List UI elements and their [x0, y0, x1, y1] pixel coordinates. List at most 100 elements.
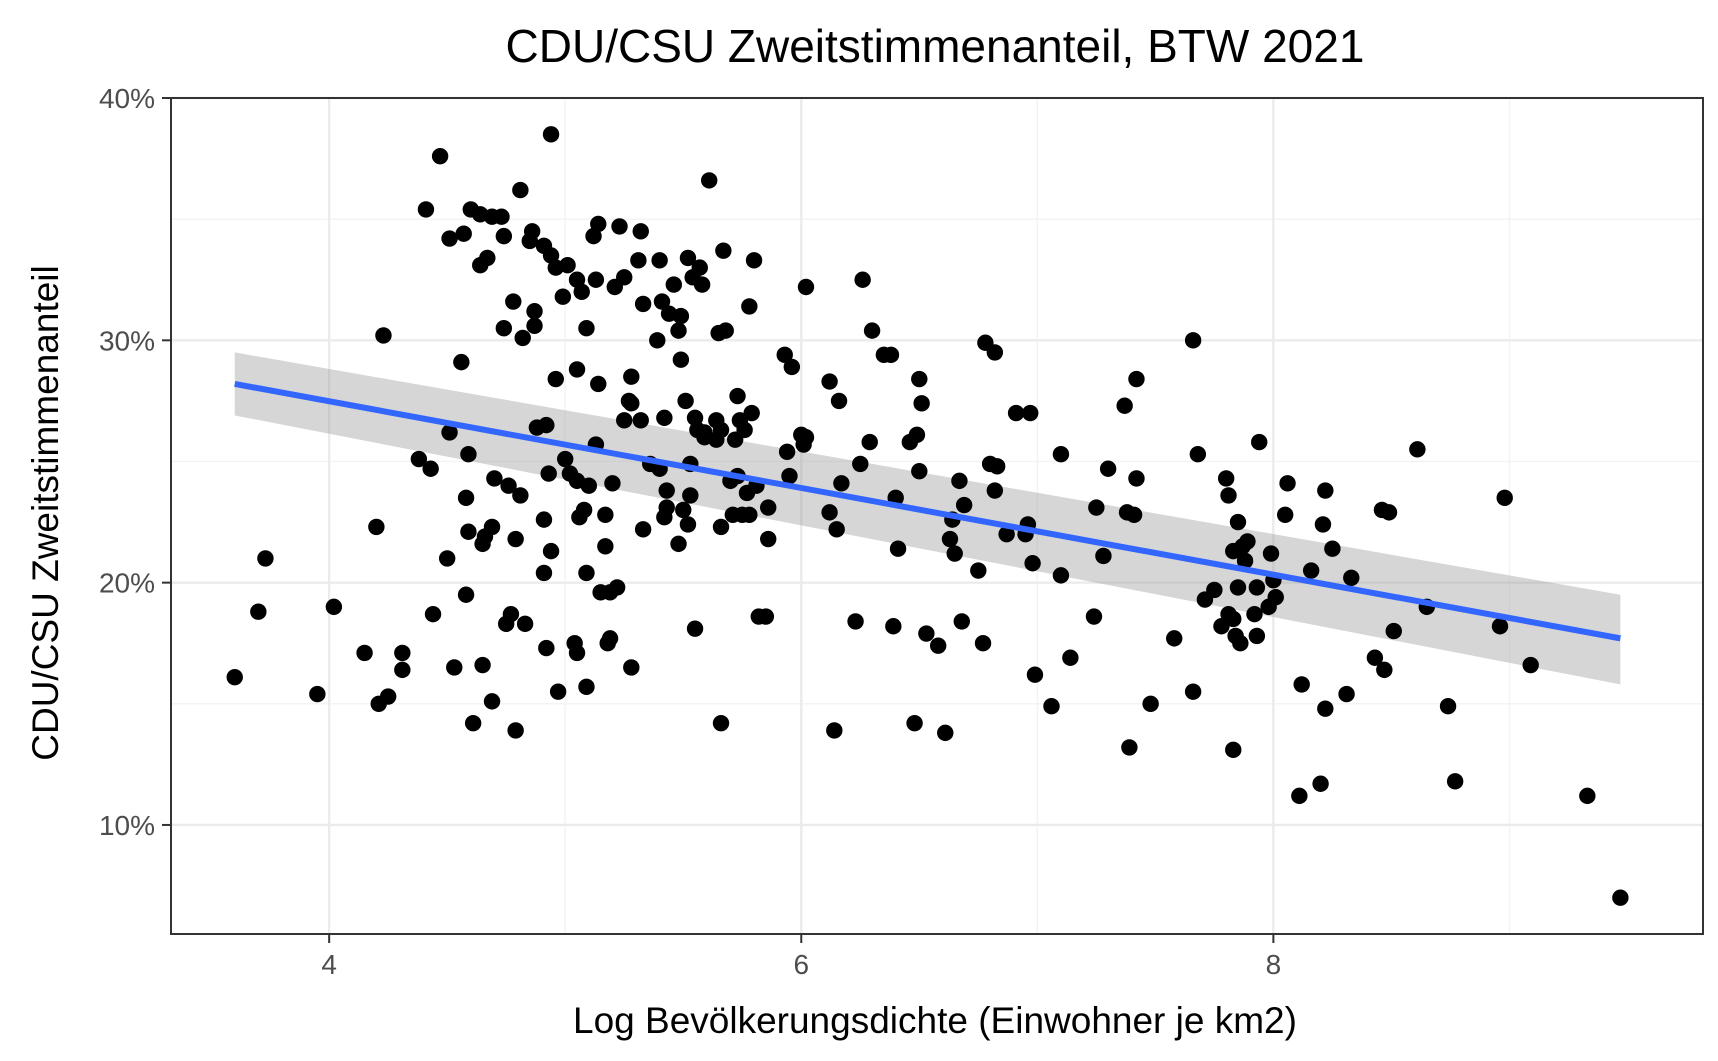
data-point-13	[417, 201, 435, 218]
data-point-25	[460, 523, 477, 540]
data-point-263	[1276, 506, 1294, 523]
data-point-83	[578, 678, 595, 696]
data-point-147	[715, 242, 732, 259]
data-point-50	[514, 329, 531, 347]
data-point-193	[908, 426, 926, 444]
data-point-199	[937, 724, 954, 742]
data-point-28	[464, 714, 482, 732]
data-point-3	[309, 685, 326, 703]
data-point-12	[410, 450, 428, 468]
data-point-169	[781, 467, 798, 485]
data-point-79	[573, 283, 590, 301]
data-point-82	[578, 320, 595, 337]
data-point-236	[1184, 332, 1202, 349]
data-point-34	[479, 249, 496, 267]
data-point-160	[743, 404, 760, 422]
y-axis-title: CDU/CSU Zweitstimmenanteil	[25, 265, 66, 761]
data-point-211	[986, 344, 1004, 361]
data-point-178	[828, 521, 845, 538]
data-point-214	[1007, 404, 1025, 422]
data-point-242	[1217, 470, 1235, 487]
data-point-195	[911, 462, 928, 480]
data-point-258	[1251, 433, 1268, 451]
data-point-26	[460, 446, 477, 463]
data-point-235	[1166, 630, 1183, 647]
data-point-125	[672, 307, 690, 325]
data-point-266	[1293, 676, 1310, 693]
data-point-59	[535, 564, 553, 582]
data-point-46	[507, 530, 524, 548]
data-point-283	[1446, 773, 1464, 790]
data-point-36	[483, 693, 501, 710]
data-point-118	[658, 482, 675, 499]
data-point-80	[575, 501, 593, 519]
data-point-207	[974, 635, 992, 652]
data-point-176	[821, 373, 838, 390]
data-point-181	[847, 613, 864, 630]
data-point-45	[505, 293, 522, 310]
data-point-23	[457, 586, 475, 603]
data-point-230	[1121, 739, 1138, 756]
data-point-243	[1220, 487, 1237, 504]
data-point-88	[590, 375, 607, 393]
data-point-68	[549, 683, 567, 700]
x-tick-label-1: 6	[793, 949, 809, 980]
data-point-174	[797, 278, 815, 296]
data-point-194	[911, 370, 928, 388]
y-tick-label-3: 40%	[99, 83, 155, 114]
x-tick-label-2: 8	[1266, 949, 1282, 980]
data-point-11	[394, 644, 411, 662]
y-axis: 10% 20% 30% 40%	[99, 83, 171, 841]
chart-title: CDU/CSU Zweitstimmenanteil, BTW 2021	[506, 20, 1365, 72]
data-point-107	[632, 223, 649, 240]
data-point-41	[495, 320, 513, 337]
data-point-197	[918, 625, 935, 642]
data-point-101	[616, 269, 633, 286]
data-point-241	[1213, 618, 1230, 635]
data-point-225	[1088, 499, 1105, 516]
data-point-183	[854, 271, 871, 288]
data-point-220	[1043, 698, 1060, 715]
data-point-134	[686, 620, 704, 637]
grid-lines	[171, 96, 1703, 934]
data-point-254	[1239, 533, 1256, 550]
y-tick-label-0: 10%	[99, 810, 155, 841]
panel-border	[170, 97, 1704, 935]
data-point-168	[778, 443, 796, 460]
data-point-251	[1232, 635, 1249, 652]
data-point-231	[1125, 506, 1143, 523]
data-point-280	[1409, 441, 1426, 458]
data-point-6	[368, 518, 385, 536]
data-point-16	[431, 147, 449, 165]
data-point-213	[998, 525, 1015, 543]
data-point-238	[1189, 446, 1207, 463]
data-point-20	[446, 659, 463, 676]
data-point-271	[1317, 482, 1334, 499]
data-point-250	[1229, 579, 1247, 596]
data-point-8	[375, 327, 392, 344]
data-point-100	[616, 412, 633, 429]
data-point-237	[1184, 683, 1202, 700]
data-point-285	[1496, 489, 1513, 507]
data-point-5	[356, 644, 373, 662]
data-point-140	[701, 172, 718, 189]
data-point-187	[882, 346, 900, 364]
data-point-76	[568, 361, 586, 378]
y-tick-label-2: 30%	[99, 325, 155, 356]
data-point-212	[988, 458, 1006, 475]
data-point-286	[1522, 656, 1539, 674]
data-point-222	[1052, 567, 1070, 584]
data-point-188	[885, 618, 902, 635]
data-point-264	[1279, 475, 1296, 492]
data-point-224	[1085, 608, 1103, 625]
data-point-15	[424, 605, 442, 623]
data-point-63	[542, 126, 560, 143]
data-point-133	[686, 409, 704, 427]
data-point-167	[776, 346, 793, 364]
data-point-269	[1314, 516, 1332, 533]
data-point-105	[623, 395, 640, 412]
data-point-54	[526, 317, 543, 334]
data-point-227	[1099, 460, 1117, 477]
data-point-219	[1026, 666, 1044, 683]
data-point-39	[493, 208, 510, 225]
